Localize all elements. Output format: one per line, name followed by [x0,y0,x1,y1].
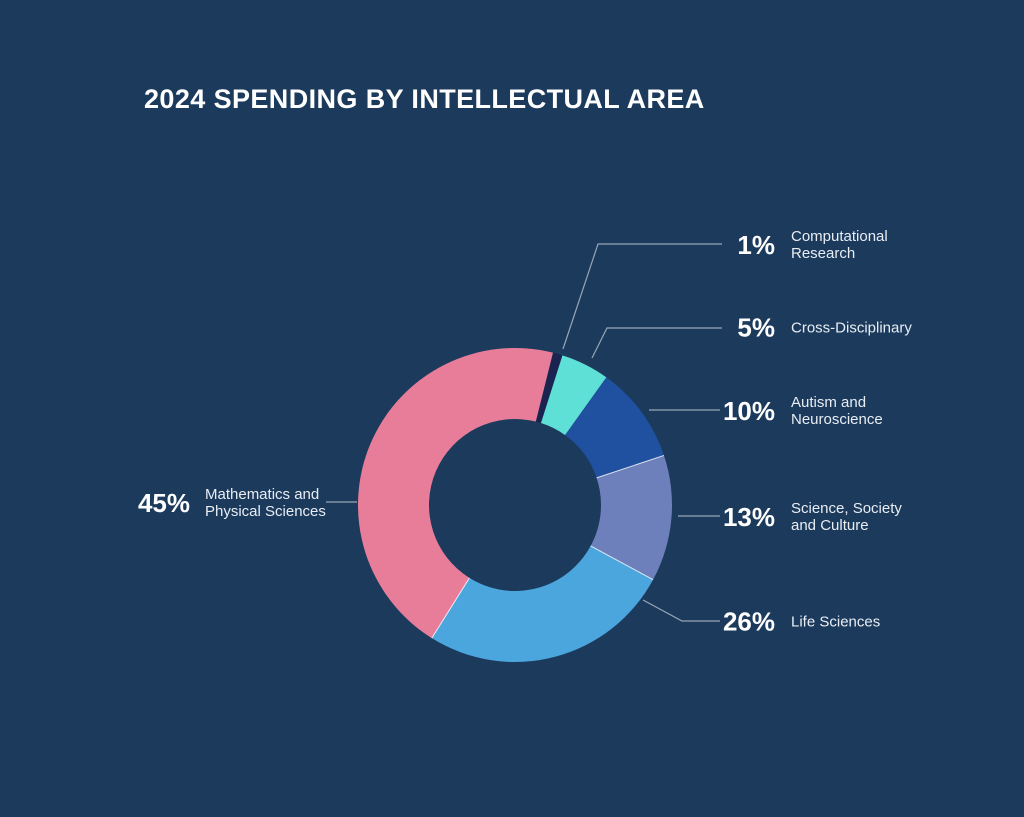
leader-line-cross-disciplinary [591,327,722,359]
percent-value: 13% [722,501,775,532]
callout-cross-disciplinary: 5% Cross-Disciplinary [595,313,995,344]
percent-value: 1% [737,229,775,260]
segment-label-line: Computational [791,228,888,245]
donut-segment-science-society-and-culture [590,455,672,580]
donut-segment-computational-research [535,352,563,424]
donut-segment-mathematics-and-physical-sciences [357,347,553,639]
segment-separator [431,577,470,639]
donut-segment-autism-and-neuroscience [565,377,664,478]
percent-value: 5% [737,312,775,343]
percent-value: 26% [722,606,775,637]
percent-value: 10% [722,395,775,426]
percent-value: 45% [137,487,190,518]
callout-autism-and-neuroscience: 10% Autism and Neuroscience [595,394,995,428]
leader-line-life-sciences [642,599,720,622]
segment-label-line: Research [791,245,856,262]
leader-line-computational-research [562,243,722,350]
chart-title: 2024 SPENDING BY INTELLECTUAL AREA [144,84,705,114]
segment-label-line: Neuroscience [791,411,883,428]
segment-separator [596,454,665,479]
segment-label: Life Sciences [791,614,880,631]
segment-label-line: Mathematics and [205,486,320,503]
segment-label-line: Life Sciences [791,613,881,631]
callout-science-society-and-culture: 13% Science, Society and Culture [595,500,995,534]
callout-computational-research: 1% Computational Research [595,228,995,262]
segment-label: Cross-Disciplinary [791,320,912,337]
callout-life-sciences: 26% Life Sciences [595,607,995,638]
donut-segment-cross-disciplinary [541,355,607,436]
segment-label: Science, Society and Culture [791,500,902,534]
segment-separator [590,545,654,581]
segment-label-line: Autism and [791,394,867,411]
donut-segment-life-sciences [431,545,654,662]
segment-label-line: and Culture [791,517,869,534]
segment-label: Computational Research [791,228,888,262]
donut-segments-group [357,347,672,662]
segment-label: Autism and Neuroscience [791,394,883,428]
segment-label-line: Science, Society [791,500,902,517]
segment-label: Mathematics and Physical Sciences [205,486,326,520]
donut-separators-group [431,454,665,639]
segment-label-line: Cross-Disciplinary [791,319,912,337]
segment-label-line: Physical Sciences [205,503,326,520]
callout-mathematics-and-physical-sciences: 45% Mathematics and Physical Sciences [60,486,390,520]
